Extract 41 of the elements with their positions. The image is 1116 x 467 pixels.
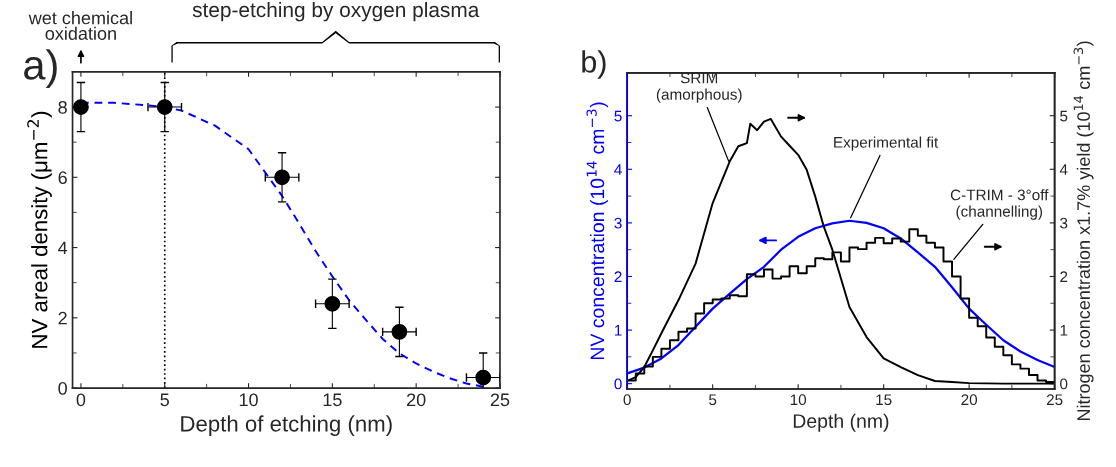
y2-tick-label: 3 xyxy=(1060,217,1068,229)
y-axis-title: NV areal density (μm$^{−2}$) xyxy=(27,111,52,348)
y2-tick-label: 0 xyxy=(1060,378,1068,390)
x-tick-label: 25 xyxy=(1046,394,1063,406)
x-tick-label: 25 xyxy=(490,393,510,407)
y2-axis-title: Nitrogen concentration x1.7% yield (10$^{14}$ cm$^{−3}$) xyxy=(1073,41,1094,421)
x-tick-label: 0 xyxy=(76,393,86,407)
text: step-etching by oxygen plasma xyxy=(192,1,480,22)
y2-tick-label: 1 xyxy=(1060,325,1068,336)
x-tick-label: 10 xyxy=(790,394,807,406)
y-tick-label: 0 xyxy=(58,382,67,395)
y-tick-label: 2 xyxy=(58,311,67,325)
y-tick-label: 2 xyxy=(614,271,622,283)
text: a) xyxy=(24,49,57,89)
y2-tick-label: 5 xyxy=(1060,110,1068,122)
y-tick-label: 4 xyxy=(614,164,622,175)
x-tick-label: 5 xyxy=(160,393,169,407)
y-axis-title: NV concentration (10$^{14}$ cm$^{−3}$) xyxy=(586,102,609,360)
x-tick-label: 5 xyxy=(709,394,717,406)
x-tick-label: 20 xyxy=(407,393,426,407)
y2-tick-label: 4 xyxy=(1059,164,1068,175)
y-tick-label: 1 xyxy=(615,325,622,336)
y-tick-label: 4 xyxy=(58,241,68,255)
text: b) xyxy=(582,50,606,79)
y-tick-label: 8 xyxy=(58,100,67,114)
x-axis-title: Depth (nm) xyxy=(793,413,889,432)
y2-tick-label: 2 xyxy=(1060,271,1068,283)
annotation: Experimental fit xyxy=(834,136,939,151)
x-tick-label: 20 xyxy=(961,394,978,406)
y-tick-label: 6 xyxy=(58,171,67,185)
annotation: SRIM (amorphous) xyxy=(656,72,742,103)
annotation: C-TRIM - 3°off (channelling) xyxy=(950,189,1049,220)
x-tick-label: 15 xyxy=(323,393,342,407)
x-tick-label: 15 xyxy=(876,394,892,406)
x-tick-label: 0 xyxy=(623,394,631,406)
text: wet chemical oxidation xyxy=(28,11,132,40)
x-axis-title: Depth of etching (nm) xyxy=(181,415,392,437)
y-tick-label: 3 xyxy=(614,217,622,229)
y-tick-label: 0 xyxy=(614,378,622,390)
x-tick-label: 10 xyxy=(239,393,258,407)
y-tick-label: 5 xyxy=(614,110,622,122)
